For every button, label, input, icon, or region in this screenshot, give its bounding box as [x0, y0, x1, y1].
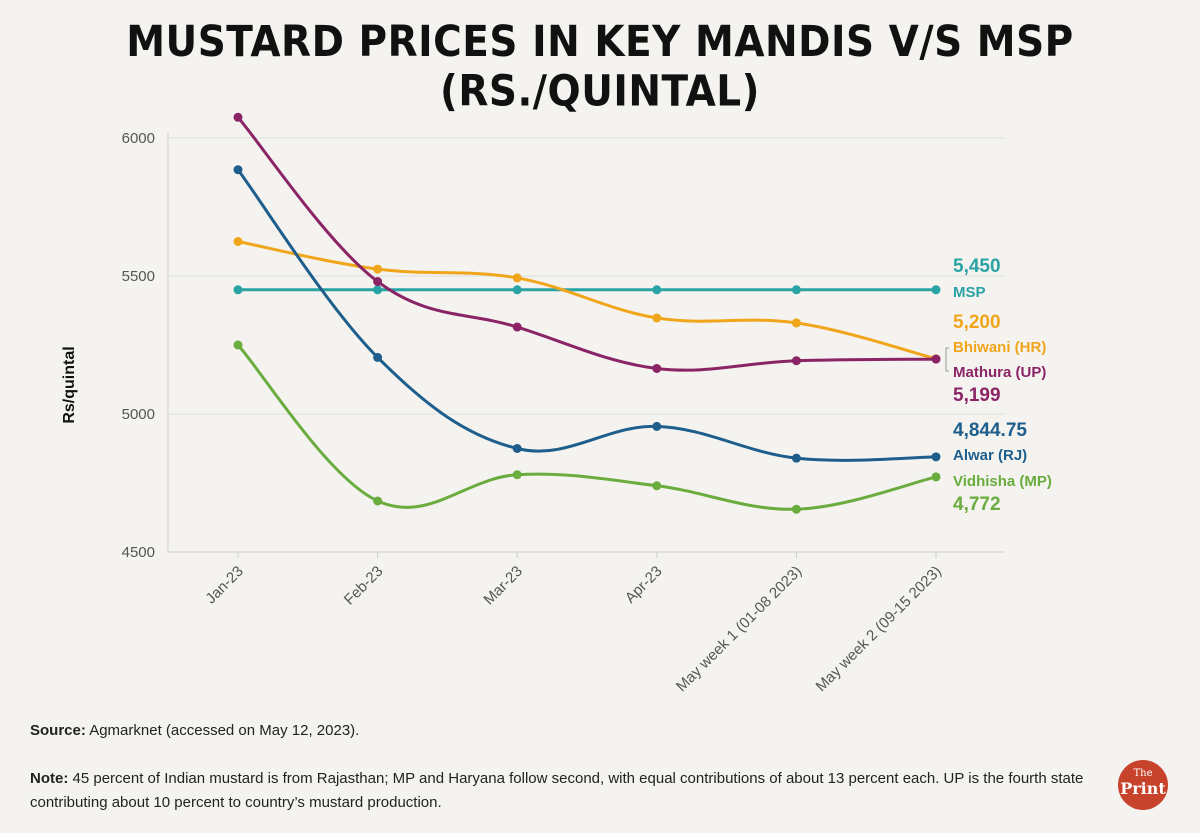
point-3-2: [512, 444, 522, 453]
series-line-4: [236, 343, 938, 511]
series-line-3: [236, 168, 938, 462]
point-2-2: [512, 322, 522, 332]
y-tick-label-6000: 6000: [122, 130, 155, 147]
point-4-0: [233, 340, 243, 350]
point-2-3: [652, 363, 662, 373]
point-0-2: [512, 285, 522, 295]
point-1-1: [373, 264, 383, 274]
point-0-1: [373, 285, 383, 295]
source-line: Source: Agmarknet (accessed on May 12, 2…: [30, 722, 359, 739]
point-4-2: [512, 470, 522, 480]
point-2-4: [791, 356, 801, 366]
series-name-2: Mathura (UP): [953, 364, 1046, 381]
point-0-4: [791, 285, 801, 295]
grid: [168, 137, 1005, 415]
x-tick-label-1: Feb-23: [341, 563, 387, 609]
point-1-3: [652, 313, 662, 323]
point-2-5: [931, 354, 941, 364]
point-3-3: [652, 421, 662, 431]
theprint-logo: The Print: [1118, 760, 1168, 810]
series-value-2: 5,199: [953, 385, 1001, 406]
series-labels: MSP 5,450 Bhiwani (HR) 5,200 Mathura (UP) 5,1…: [945, 256, 1052, 515]
series-value-0: 5,450: [953, 256, 1001, 277]
point-0-5: [931, 285, 941, 295]
logo-print: Print: [1120, 779, 1166, 798]
series-value-4: 4,772: [953, 494, 1001, 515]
point-1-4: [791, 318, 801, 328]
note-line: Note: 45 percent of Indian mustard is fr…: [30, 767, 1100, 815]
series-name-3: Alwar (RJ): [953, 447, 1027, 464]
x-tick-label-5: May week 2 (09-15 2023): [813, 563, 945, 695]
point-3-5: [931, 452, 941, 462]
series-line-2: [236, 115, 938, 372]
point-3-0: [233, 165, 243, 175]
point-1-2: [512, 273, 522, 283]
point-4-1: [373, 496, 383, 506]
series-name-1: Bhiwani (HR): [953, 339, 1046, 356]
y-tick-label-5500: 5500: [122, 268, 155, 285]
point-2-1: [373, 277, 383, 287]
series-layer: [233, 112, 941, 514]
y-tick-label-4500: 4500: [122, 544, 155, 561]
point-3-1: [373, 352, 383, 362]
point-4-5: [931, 472, 941, 482]
x-tick-label-0: Jan-23: [202, 563, 246, 607]
source-label: Source:: [30, 722, 86, 739]
series-line-1: [236, 240, 938, 361]
x-tick-label-2: Mar-23: [480, 563, 526, 609]
series-value-3: 4,844.75: [953, 420, 1027, 441]
series-value-1: 5,200: [953, 312, 1001, 333]
point-0-0: [233, 285, 243, 295]
y-tick-label-5000: 5000: [122, 406, 155, 423]
point-3-4: [791, 453, 801, 463]
point-2-0: [233, 112, 243, 122]
point-0-3: [652, 285, 662, 295]
label-bracket: [945, 347, 949, 372]
note-text: 45 percent of Indian mustard is from Raj…: [30, 770, 1084, 811]
x-tick-label-4: May week 1 (01-08 2023): [673, 563, 805, 695]
point-4-4: [791, 504, 801, 514]
point-1-0: [233, 237, 243, 246]
logo-the: The: [1133, 768, 1153, 779]
line-chart: 4500 5000 5500 6000 Jan-23 Feb-23 Mar-23 Apr-23…: [61, 112, 1052, 695]
series-name-0: MSP: [953, 284, 986, 301]
chart-title: MUSTARD PRICES IN KEY MANDIS V/S MSP (RS…: [126, 17, 1074, 117]
series-name-4: Vidhisha (MP): [953, 473, 1052, 490]
axes: 4500 5000 5500 6000 Jan-23 Feb-23 Mar-23 Apr-23…: [61, 130, 1005, 695]
point-4-3: [652, 481, 662, 491]
note-label: Note:: [30, 770, 69, 787]
x-tick-label-3: Apr-23: [622, 563, 666, 607]
source-text: Agmarknet (accessed on May 12, 2023).: [89, 722, 360, 739]
y-axis-title: Rs/quintal: [61, 346, 78, 423]
